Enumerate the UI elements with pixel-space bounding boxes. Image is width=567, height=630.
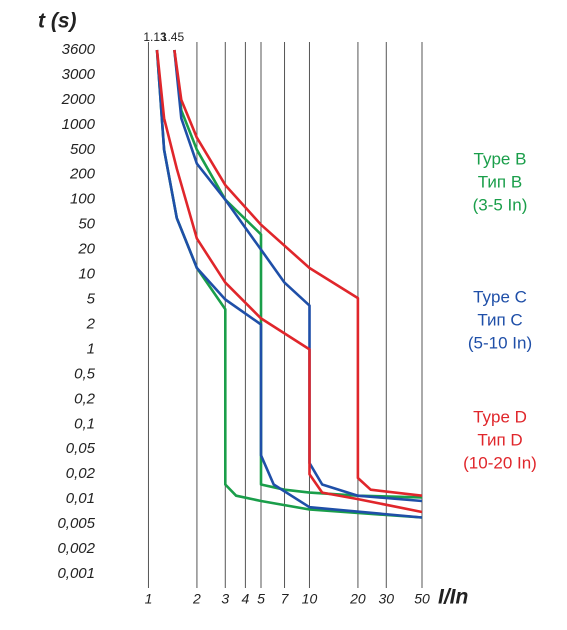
curve [173,49,423,503]
legend-label: Type C [473,287,527,306]
legend-label: Тип C [477,310,522,329]
y-tick-label: 20 [77,241,95,258]
y-tick-label: 100 [70,191,96,208]
y-tick-label: 0,005 [57,515,95,532]
x-tick-label: 30 [378,591,394,607]
x-tick-label: 10 [302,591,318,607]
y-tick-label: 1 [87,340,95,357]
x-tick-label: 20 [349,591,366,607]
y-tick-label: 10 [78,266,95,283]
y-tick-label: 5 [87,290,96,307]
curve [173,49,423,497]
legend-label: Тип B [478,172,522,191]
annotation: 1.13 [143,30,167,44]
y-tick-label: 0,02 [66,465,96,482]
legend-label: Тип D [477,430,522,449]
x-tick-label: 50 [414,591,430,607]
y-tick-label: 500 [70,141,96,158]
y-tick-label: 2000 [61,91,96,108]
y-axis-title: t (s) [38,10,77,33]
x-tick-label: 2 [192,591,201,607]
y-tick-label: 0,001 [57,565,95,582]
y-tick-label: 0,01 [66,490,95,507]
x-tick-label: 5 [257,591,265,607]
x-axis-title: I/In [438,586,468,609]
y-tick-label: 0,5 [74,365,96,382]
x-tick-label: 7 [281,591,290,607]
y-tick-label: 0,05 [66,440,96,457]
annotation: 1.45 [161,30,185,44]
x-tick-label: 4 [241,591,249,607]
y-tick-label: 2 [86,315,96,332]
y-tick-label: 1000 [62,116,96,133]
y-tick-label: 3000 [62,66,96,83]
y-tick-label: 0,002 [57,540,95,557]
legend-label: (10-20 In) [463,453,537,472]
x-tick-label: 1 [145,591,153,607]
y-tick-label: 0,1 [74,415,95,432]
legend-label: Type D [473,407,527,426]
curve [155,49,423,519]
y-tick-label: 200 [69,166,96,183]
curve [155,49,423,514]
x-tick-label: 3 [221,591,229,607]
legend-label: (5-10 In) [468,333,532,352]
y-tick-label: 3600 [62,41,96,58]
legend-label: (3-5 In) [473,195,528,214]
curve [173,49,423,499]
y-tick-label: 0,2 [74,390,96,407]
legend-label: Type B [474,149,527,168]
y-tick-label: 50 [78,216,95,233]
